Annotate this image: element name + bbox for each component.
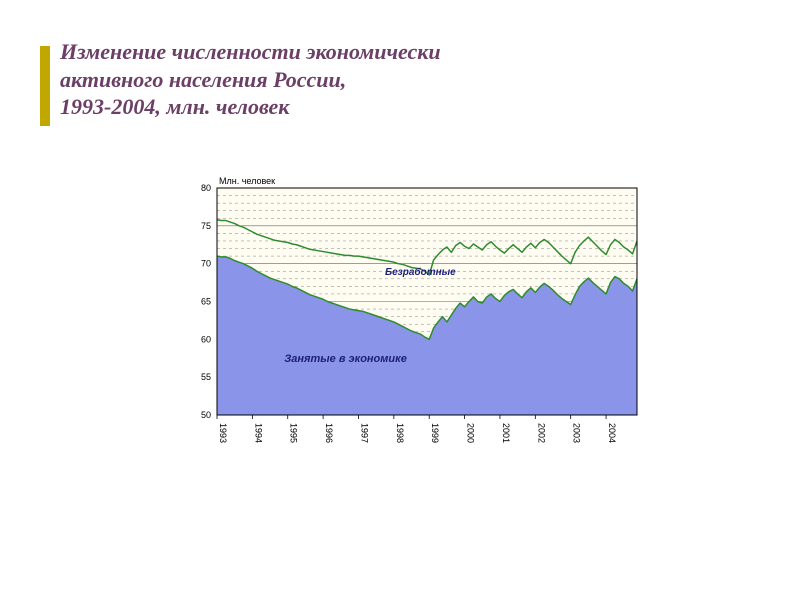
svg-text:55: 55 — [201, 372, 211, 382]
svg-text:1997: 1997 — [359, 423, 369, 443]
title-line-3: 1993-2004, млн. человек — [60, 93, 620, 121]
slide: Изменение численности экономически актив… — [0, 0, 800, 600]
title-line-2: активного населения России, — [60, 66, 620, 94]
svg-text:80: 80 — [201, 183, 211, 193]
svg-text:50: 50 — [201, 410, 211, 420]
svg-text:1993: 1993 — [218, 423, 228, 443]
svg-text:65: 65 — [201, 297, 211, 307]
slide-title: Изменение численности экономически актив… — [60, 38, 620, 121]
svg-text:2003: 2003 — [572, 423, 582, 443]
svg-text:2002: 2002 — [536, 423, 546, 443]
svg-text:2004: 2004 — [607, 423, 617, 443]
svg-text:Занятые в экономике: Занятые в экономике — [284, 353, 407, 365]
accent-bar — [40, 46, 50, 126]
svg-text:1999: 1999 — [430, 423, 440, 443]
svg-text:Млн. человек: Млн. человек — [219, 176, 275, 186]
svg-text:Безработные: Безработные — [385, 266, 456, 278]
chart-svg: 50 55 60 65 70 75 80 Млн. человек 1993 1994 1995 19… — [175, 170, 645, 460]
svg-text:1995: 1995 — [289, 423, 299, 443]
svg-text:2000: 2000 — [466, 423, 476, 443]
title-line-1: Изменение численности экономически — [60, 38, 620, 66]
svg-text:60: 60 — [201, 334, 211, 344]
svg-text:2001: 2001 — [501, 423, 511, 443]
chart: 50 55 60 65 70 75 80 Млн. человек 1993 1994 1995 19… — [175, 170, 645, 460]
svg-text:1998: 1998 — [395, 423, 405, 443]
svg-text:75: 75 — [201, 221, 211, 231]
svg-text:70: 70 — [201, 259, 211, 269]
svg-text:1996: 1996 — [324, 423, 334, 443]
svg-text:1994: 1994 — [253, 423, 263, 443]
